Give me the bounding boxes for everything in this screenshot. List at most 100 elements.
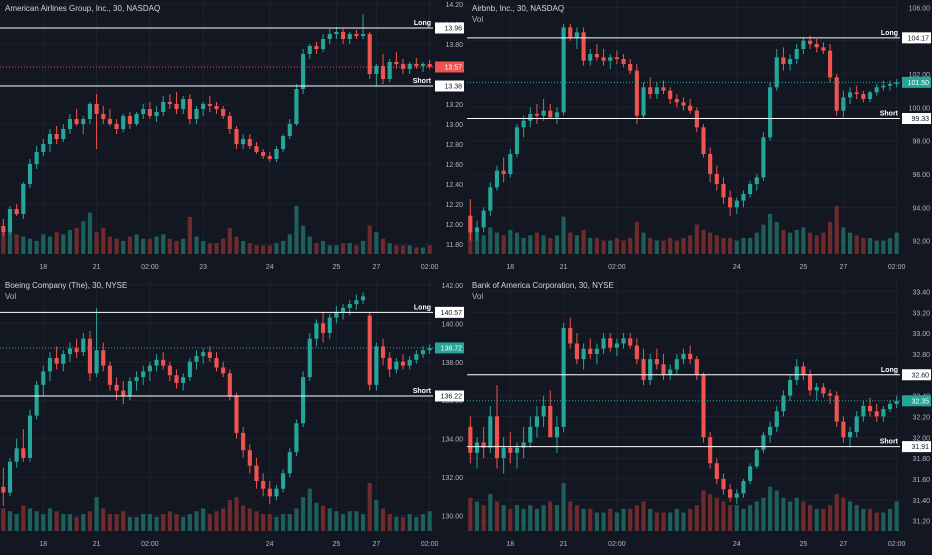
- candle: [681, 348, 686, 365]
- level-tag-short: [902, 441, 931, 453]
- volume-bar: [1, 508, 6, 531]
- candle: [561, 322, 566, 433]
- candle-body: [841, 421, 846, 438]
- candle-body: [494, 416, 500, 459]
- candle: [380, 338, 386, 366]
- candle-body: [841, 97, 846, 111]
- candle: [674, 353, 679, 375]
- candle-body: [394, 62, 399, 64]
- candle-body: [247, 450, 252, 466]
- candle: [121, 381, 126, 405]
- chart-boeing[interactable]: Long Short 142.00 140.00 138.00 136.00 134.00 1…: [0, 277, 465, 550]
- volume-bar: [867, 508, 873, 531]
- candle: [400, 354, 406, 370]
- candle: [488, 406, 493, 453]
- volume-bar: [887, 508, 893, 531]
- volume-bar: [161, 234, 166, 254]
- level-label-short: Short: [413, 78, 432, 85]
- candle: [621, 54, 626, 68]
- volume-bar: [101, 508, 106, 531]
- candle-body: [768, 426, 773, 436]
- pane-boeing[interactable]: Long Short 142.00 140.00 138.00 136.00 134.00 1…: [0, 277, 465, 550]
- level-tag-text: 104.17: [908, 35, 930, 42]
- candle-body: [834, 395, 839, 422]
- volume-bar: [881, 240, 886, 254]
- x-tick-label: 21: [93, 264, 101, 271]
- candle: [481, 426, 486, 459]
- price-tag: [435, 61, 464, 73]
- pane-american-airlines[interactable]: LongShort14.2014.0013.8013.6013.4013.201…: [0, 0, 465, 273]
- volume-bar: [528, 235, 533, 254]
- candle-body: [801, 366, 806, 375]
- volume-bar: [668, 512, 673, 531]
- level-label-long: Long: [414, 304, 431, 311]
- volume-bar: [174, 240, 179, 254]
- y-tick-label: 32.20: [912, 414, 930, 421]
- volume-bar: [548, 501, 553, 531]
- y-tick-label: 11.80: [446, 242, 463, 249]
- candle-body: [307, 46, 312, 54]
- volume-bar: [881, 512, 886, 531]
- candle-body: [341, 32, 346, 39]
- price-tag-text: 138.72: [441, 345, 463, 352]
- candle: [61, 124, 66, 142]
- candle-body: [881, 85, 886, 88]
- candle: [721, 473, 726, 495]
- y-tick-label: 33.40: [912, 289, 930, 296]
- candle-body: [207, 352, 212, 358]
- y-tick-label: 32.00: [912, 435, 930, 442]
- candle: [167, 361, 172, 381]
- candle: [14, 438, 19, 468]
- x-tick-label: 02:00: [141, 541, 159, 548]
- candle-body: [788, 59, 793, 64]
- volume-bar: [347, 243, 352, 254]
- candle: [161, 96, 166, 116]
- pane-airbnb[interactable]: LongShort106.00104.00102.00100.0098.0096…: [467, 0, 932, 273]
- candle-body: [688, 353, 693, 360]
- candle-body: [387, 357, 392, 370]
- candle-body: [728, 197, 733, 208]
- candle: [41, 365, 46, 397]
- candle: [641, 348, 646, 386]
- level-tag-text: 13.96: [444, 26, 462, 33]
- candle: [307, 332, 312, 381]
- candle-body: [127, 116, 132, 124]
- candle: [47, 129, 53, 152]
- candle-body: [821, 47, 826, 51]
- price-tag: [435, 342, 464, 354]
- candle-body: [301, 54, 306, 89]
- level-tag-long: [435, 22, 464, 34]
- candle: [534, 104, 540, 124]
- candle: [648, 353, 653, 386]
- candle: [548, 104, 553, 119]
- candle-body: [101, 114, 106, 119]
- candle: [801, 362, 806, 380]
- candle-body: [294, 423, 299, 453]
- candle-body: [788, 379, 793, 396]
- volume-bar: [808, 232, 813, 254]
- volume-bar: [21, 505, 26, 531]
- y-tick-label: 92.00: [912, 239, 930, 246]
- candle: [161, 352, 166, 370]
- pane-bank-of-america[interactable]: LongShort33.4033.2033.0032.8032.6032.403…: [467, 277, 932, 550]
- candle: [841, 416, 846, 443]
- candle: [534, 406, 540, 438]
- y-tick-label: 13.80: [445, 42, 463, 49]
- volume-bar: [674, 240, 679, 254]
- candle: [261, 149, 266, 159]
- candle: [287, 448, 292, 478]
- volume-bar: [468, 497, 473, 531]
- candle: [207, 96, 212, 112]
- chart-airbnb[interactable]: LongShort106.00104.00102.00100.0098.0096…: [467, 0, 932, 273]
- chart-american-airlines[interactable]: LongShort14.2014.0013.8013.6013.4013.201…: [0, 0, 465, 273]
- candle: [281, 469, 286, 493]
- candle: [267, 152, 272, 162]
- x-tick-label: 24: [733, 541, 741, 548]
- candle: [360, 292, 366, 305]
- candle: [847, 87, 853, 104]
- candle: [794, 44, 799, 64]
- volume-bar: [74, 516, 79, 531]
- chart-bank-of-america[interactable]: LongShort33.4033.2033.0032.8032.6032.403…: [467, 277, 932, 550]
- candle-body: [114, 384, 119, 391]
- volume-bar: [694, 224, 699, 254]
